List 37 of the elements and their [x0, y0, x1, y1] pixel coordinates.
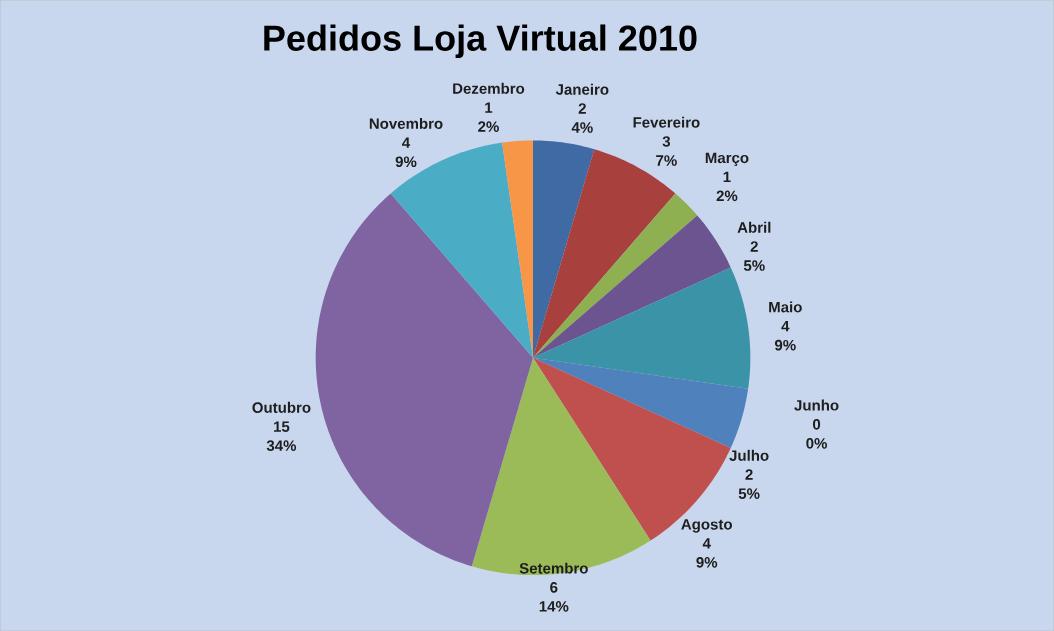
data-label: 3 — [662, 135, 671, 147]
slice-label: Agosto — [681, 518, 733, 533]
text: 14% — [539, 600, 569, 612]
text: 9% — [395, 156, 417, 167]
data-label: 1 — [485, 102, 493, 113]
data-label: 2 — [745, 469, 753, 480]
text: 2% — [716, 190, 738, 201]
text: 0% — [806, 437, 828, 449]
data-label: 6 — [550, 581, 558, 593]
slice-label: Fevereiro — [633, 116, 700, 128]
text: 5% — [738, 488, 760, 499]
data-label: 2 — [578, 103, 586, 114]
text: 4% — [571, 122, 593, 133]
text: 34% — [266, 440, 297, 451]
slice-label: Dezembro — [453, 82, 525, 94]
slice-label: Novembro — [369, 117, 443, 129]
data-label: 4 — [402, 137, 411, 148]
data-label: 15 — [274, 421, 290, 432]
data-label: 2 — [750, 241, 758, 252]
data-label: 4 — [702, 538, 711, 549]
data-label: 4 — [781, 320, 790, 332]
text: 7% — [656, 155, 677, 166]
slice-label: Setembro — [519, 562, 588, 574]
text: 5% — [743, 260, 765, 271]
slice-label: Janeiro — [555, 83, 609, 95]
text: 9% — [774, 339, 796, 351]
text: 9% — [696, 556, 718, 568]
slice-label: Abril — [737, 221, 771, 233]
chart-title: Pedidos Loja Virtual 2010 — [264, 24, 697, 58]
slice-label: Outubro — [252, 401, 311, 413]
text: 0 — [812, 418, 821, 430]
slice-label: Julho — [729, 449, 769, 461]
text: 2% — [478, 121, 499, 132]
data-label: 1 — [723, 171, 731, 182]
category-label: Junho — [794, 399, 839, 411]
slice-label: Maio — [769, 301, 802, 313]
slice-label: Março — [705, 152, 749, 166]
